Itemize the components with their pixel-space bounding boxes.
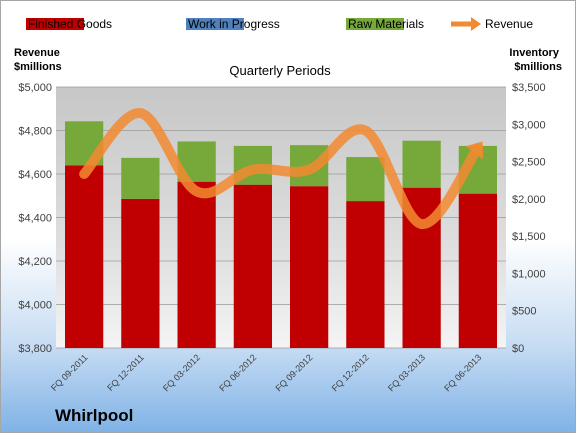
legend-label: Work in Progress (188, 17, 280, 31)
bar-finished-goods (65, 165, 104, 348)
left-tick-label: $3,800 (18, 343, 52, 355)
bar-finished-goods (290, 186, 329, 348)
left-tick-label: $4,200 (18, 256, 52, 268)
legend-label: Revenue (485, 17, 533, 31)
bar-finished-goods (458, 193, 497, 348)
bar-finished-goods (177, 181, 216, 348)
left-axis-label-line2: $millions (14, 61, 62, 73)
bar-finished-goods (233, 184, 272, 348)
brand-label: Whirlpool (55, 406, 133, 425)
right-tick-label: $2,000 (512, 194, 546, 206)
legend: Finished Goods Work in Progress Raw Materi… (26, 17, 533, 31)
bar-raw-materials (402, 140, 441, 188)
legend-label: Raw Materials (348, 17, 424, 31)
bar-finished-goods (121, 198, 160, 348)
right-tick-label: $1,000 (512, 268, 546, 280)
left-tick-label: $4,800 (18, 126, 52, 138)
left-axis-ticks: $3,800 $4,000 $4,200 $4,400 $4,600 $4,800 $5,0… (18, 82, 52, 355)
right-tick-label: $1,500 (512, 231, 546, 243)
right-tick-label: $2,500 (512, 157, 546, 169)
legend-swatch (346, 18, 404, 30)
chart-title: Quarterly Periods (229, 63, 331, 78)
bar-raw-materials (121, 157, 160, 199)
right-axis-label: Inventory $millions (509, 47, 562, 73)
right-tick-label: $3,500 (512, 82, 546, 94)
left-axis-label-line1: Revenue (14, 47, 60, 59)
left-tick-label: $5,000 (18, 82, 52, 94)
legend-label: Finished Goods (28, 17, 112, 31)
right-axis-label-line1: Inventory (509, 47, 559, 59)
left-tick-label: $4,600 (18, 169, 52, 181)
legend-swatch (26, 18, 84, 30)
bar-raw-materials (346, 157, 385, 202)
revenue-arrowhead (465, 141, 484, 160)
legend-arrow-swatch (471, 17, 481, 31)
right-tick-label: $500 (512, 306, 536, 318)
left-axis-label: Revenue $millions (14, 47, 63, 73)
revenue-line (79, 108, 484, 230)
right-axis-ticks: $0 $500 $1,000 $1,500 $2,000 $2,500 $3,000 $3,5… (512, 82, 546, 355)
right-tick-label: $0 (512, 343, 524, 355)
right-axis-label-line2: $millions (514, 61, 562, 73)
right-tick-label: $3,000 (512, 119, 546, 131)
left-tick-label: $4,000 (18, 300, 52, 312)
left-tick-label: $4,400 (18, 213, 52, 225)
legend-swatch (186, 18, 244, 30)
revenue-line-path (79, 108, 483, 230)
bar-finished-goods (346, 201, 385, 348)
